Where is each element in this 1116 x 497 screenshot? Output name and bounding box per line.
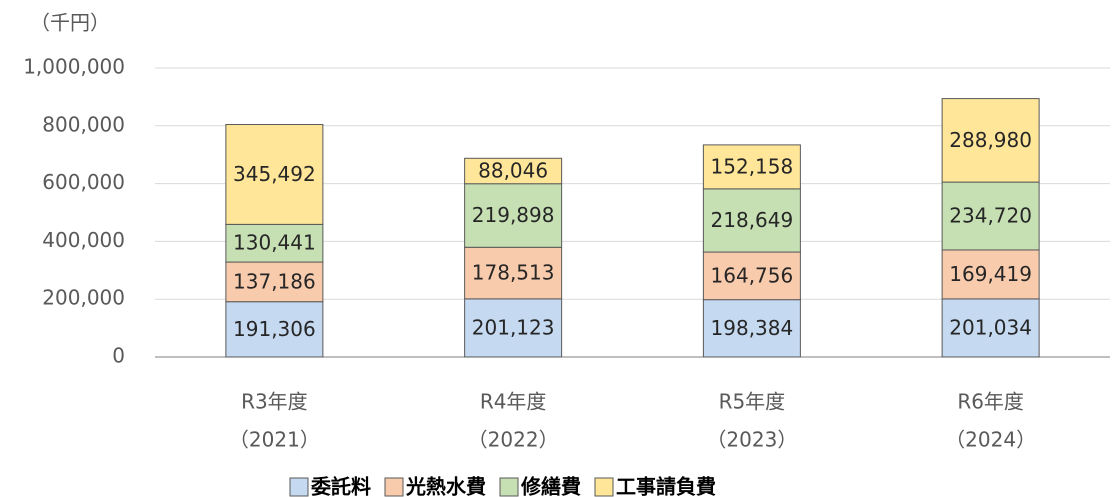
bar-segment bbox=[702, 299, 801, 358]
data-label: 164,756 bbox=[711, 263, 794, 287]
data-label: 137,186 bbox=[233, 269, 316, 293]
bar-segment bbox=[225, 301, 324, 358]
x-tick-label: （2021） bbox=[229, 428, 320, 452]
bar-segment bbox=[702, 188, 801, 253]
data-label: 178,513 bbox=[472, 261, 555, 285]
data-label: 191,306 bbox=[233, 317, 316, 341]
x-tick-label: （2023） bbox=[706, 428, 797, 452]
bar-segment bbox=[941, 249, 1040, 300]
legend-label: 光熱水費 bbox=[405, 475, 486, 497]
bar-segment bbox=[225, 124, 324, 225]
data-label: 198,384 bbox=[711, 316, 794, 340]
legend-label: 修繕費 bbox=[520, 475, 581, 497]
x-tick-label: （2024） bbox=[945, 428, 1036, 452]
bar-segment bbox=[225, 261, 324, 303]
bar-segment bbox=[464, 246, 563, 300]
bar-segment bbox=[941, 298, 1040, 358]
y-tick-label: 400,000 bbox=[42, 228, 125, 252]
data-label: 234,720 bbox=[949, 204, 1032, 228]
data-label: 169,419 bbox=[949, 262, 1032, 286]
y-axis-label: （千円） bbox=[30, 11, 110, 35]
y-tick-label: 800,000 bbox=[42, 112, 125, 136]
legend-label: 工事請負費 bbox=[616, 475, 716, 497]
bar-segment bbox=[464, 298, 563, 358]
x-tick-label: （2022） bbox=[468, 428, 559, 452]
bar-segment bbox=[941, 181, 1040, 251]
data-label: 218,649 bbox=[711, 208, 794, 232]
bar-segment bbox=[464, 183, 563, 248]
data-label: 219,898 bbox=[472, 203, 555, 227]
y-tick-label: 600,000 bbox=[42, 170, 125, 194]
bar-segment bbox=[941, 98, 1040, 183]
legend-swatch bbox=[594, 477, 614, 497]
x-tick-label: R6年度 bbox=[957, 390, 1024, 414]
legend-swatch bbox=[499, 477, 519, 497]
data-label: 130,441 bbox=[233, 231, 316, 255]
legend-label: 委託料 bbox=[310, 475, 371, 497]
data-label: 345,492 bbox=[233, 162, 316, 186]
x-tick-label: R5年度 bbox=[719, 390, 786, 414]
bar-segment bbox=[464, 157, 563, 185]
data-label: 152,158 bbox=[711, 154, 794, 178]
data-label: 88,046 bbox=[478, 159, 548, 183]
x-tick-label: R4年度 bbox=[480, 390, 547, 414]
legend-swatch bbox=[384, 477, 404, 497]
y-tick-label: 200,000 bbox=[42, 286, 125, 310]
bar-segment bbox=[702, 251, 801, 301]
y-tick-label: 1,000,000 bbox=[23, 55, 125, 79]
data-label: 288,980 bbox=[949, 128, 1032, 152]
x-tick-label: R3年度 bbox=[241, 390, 308, 414]
legend-swatch bbox=[289, 477, 309, 497]
bar-segment bbox=[225, 223, 324, 263]
data-label: 201,034 bbox=[949, 315, 1032, 339]
data-label: 201,123 bbox=[472, 315, 555, 339]
bar-segment bbox=[702, 144, 801, 190]
y-tick-label: 0 bbox=[112, 344, 125, 368]
